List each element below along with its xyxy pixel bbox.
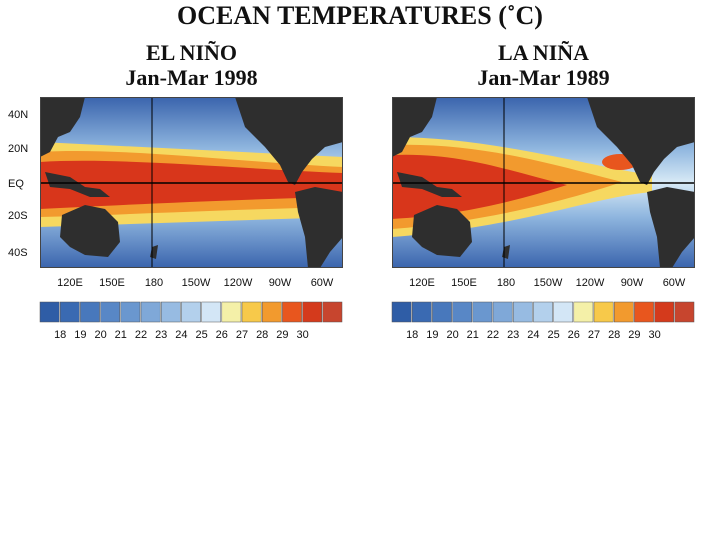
colorbar-label: 19 — [426, 329, 438, 341]
colorbar-label: 24 — [527, 329, 539, 341]
panel-title: LA NIÑA — [498, 40, 589, 65]
lon-label: 120W — [576, 277, 605, 289]
colorbar-label: 20 — [94, 329, 106, 341]
lat-label: EQ — [8, 178, 24, 190]
colorbar-swatch — [492, 301, 513, 323]
lon-label: 150E — [451, 277, 477, 289]
colorbar-swatch — [593, 301, 614, 323]
map-frame — [40, 97, 343, 268]
lat-label: 40S — [8, 247, 28, 259]
colorbar-label: 19 — [74, 329, 86, 341]
colorbar-swatch — [80, 301, 100, 323]
colorbar-label: 29 — [628, 329, 640, 341]
lon-label: 60W — [663, 277, 686, 289]
colorbar-swatch — [160, 301, 181, 323]
lon-label: 150W — [182, 277, 211, 289]
colorbar-label: 29 — [276, 329, 288, 341]
colorbar-swatch — [512, 301, 533, 323]
title: OCEAN TEMPERATURES (˚C) — [177, 1, 543, 30]
colorbar-label: 20 — [446, 329, 458, 341]
lon-label: 150W — [534, 277, 563, 289]
colorbar-swatch — [59, 301, 80, 323]
lat-label: 40N — [8, 109, 28, 121]
lat-label: 20S — [8, 210, 28, 222]
colorbar-label: 21 — [467, 329, 479, 341]
colorbar-swatch — [533, 301, 553, 323]
map-frame — [392, 97, 695, 268]
colorbar-swatch — [613, 301, 634, 323]
colorbar-swatch — [181, 301, 201, 323]
colorbar-swatch — [241, 301, 262, 323]
colorbar-label: 24 — [175, 329, 187, 341]
colorbar-swatch — [573, 301, 594, 323]
colorbar-swatch — [261, 301, 282, 323]
sst-red — [392, 154, 567, 219]
map — [40, 97, 343, 268]
colorbar-swatch — [201, 301, 222, 323]
colorbar-swatch — [411, 301, 432, 323]
colorbar-label: 23 — [507, 329, 519, 341]
colorbar-label: 28 — [608, 329, 620, 341]
map — [392, 97, 695, 268]
colorbar-label: 27 — [588, 329, 600, 341]
colorbar-swatch — [432, 301, 452, 323]
sst-red — [40, 160, 343, 209]
colorbar-swatch — [39, 301, 60, 323]
colorbar-label: 21 — [115, 329, 127, 341]
colorbar-label: 26 — [568, 329, 580, 341]
colorbar-swatch — [654, 301, 675, 323]
lon-label: 150E — [99, 277, 125, 289]
colorbar-label: 18 — [406, 329, 418, 341]
colorbar-swatch — [391, 301, 412, 323]
colorbar-label: 25 — [195, 329, 207, 341]
panel-period: Jan-Mar 1989 — [477, 65, 609, 90]
panel-title: EL NIÑO — [146, 40, 237, 65]
lon-label: 90W — [269, 277, 292, 289]
lat-label: 20N — [8, 143, 28, 155]
colorbar-label: 23 — [155, 329, 167, 341]
colorbar-swatch — [302, 301, 323, 323]
lon-label: 120E — [409, 277, 435, 289]
colorbar-label: 18 — [54, 329, 66, 341]
colorbar-label: 22 — [487, 329, 499, 341]
colorbar-label: 26 — [216, 329, 228, 341]
colorbar-label: 28 — [256, 329, 268, 341]
colorbar-label: 22 — [135, 329, 147, 341]
lon-label: 90W — [621, 277, 644, 289]
colorbar-swatch — [322, 301, 343, 323]
lon-label: 120E — [57, 277, 83, 289]
colorbar-swatch — [674, 301, 695, 323]
colorbar-label: 25 — [547, 329, 559, 341]
lon-label: 120W — [224, 277, 253, 289]
colorbar-label: 30 — [648, 329, 660, 341]
colorbar-swatch — [282, 301, 302, 323]
colorbar-label: 27 — [236, 329, 248, 341]
lon-label: 180 — [145, 277, 163, 289]
colorbar-swatch — [472, 301, 493, 323]
colorbar-swatch — [140, 301, 161, 323]
colorbar-swatch — [100, 301, 121, 323]
colorbar-swatch — [452, 301, 473, 323]
colorbar-label: 30 — [296, 329, 308, 341]
colorbar-swatch — [553, 301, 574, 323]
panel-period: Jan-Mar 1998 — [125, 65, 257, 90]
colorbar-swatch — [221, 301, 242, 323]
lon-label: 60W — [311, 277, 334, 289]
colorbar-swatch — [120, 301, 141, 323]
colorbar-swatch — [634, 301, 654, 323]
lon-label: 180 — [497, 277, 515, 289]
